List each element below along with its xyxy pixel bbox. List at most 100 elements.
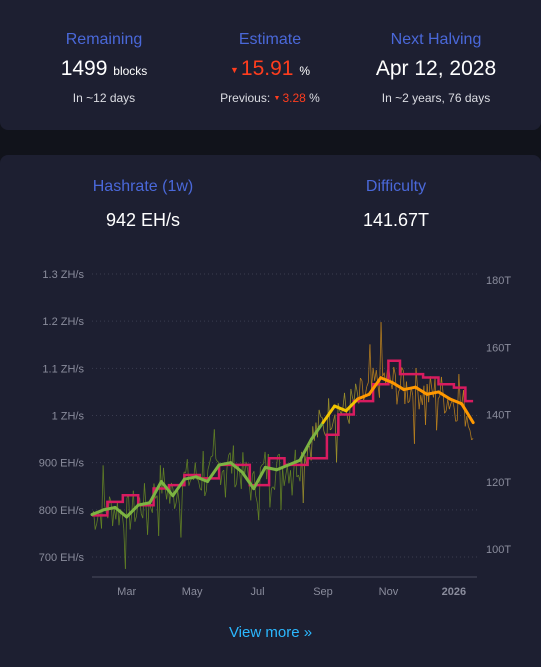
hashrate-daily-segment xyxy=(280,467,283,510)
hashrate-daily-segment xyxy=(350,388,353,398)
hashrate-daily-segment xyxy=(278,454,282,510)
hashrate-daily-segment xyxy=(207,463,210,470)
hashrate-daily-segment xyxy=(302,455,306,503)
hashrate-metric: Hashrate (1w) 942 EH/s xyxy=(58,178,228,231)
hashrate-daily-segment xyxy=(369,344,372,390)
hashrate-daily-segment xyxy=(115,502,118,520)
difficulty-value: 141.67T xyxy=(362,210,430,230)
hashrate-daily-segment xyxy=(285,465,288,476)
hashrate-daily-segment xyxy=(172,488,175,509)
hashrate-daily-segment xyxy=(360,377,363,382)
remaining-unit: blocks xyxy=(113,64,148,78)
hashrate-average-segment xyxy=(125,503,140,519)
y-axis-left-label: 1 ZH/s xyxy=(52,411,85,423)
x-axis-label: Nov xyxy=(379,586,399,598)
hashrate-daily-segment xyxy=(174,502,177,509)
hashrate-daily-segment xyxy=(425,384,428,425)
hashrate-daily-segment xyxy=(331,420,334,429)
hashrate-title: Hashrate (1w) xyxy=(92,178,194,195)
hashrate-average-segment xyxy=(286,458,302,467)
hashrate-daily-segment xyxy=(366,382,369,387)
hashrate-daily-segment xyxy=(413,368,417,444)
hashrate-daily-segment xyxy=(455,420,458,422)
hashrate-average-segment xyxy=(275,463,290,472)
hashrate-average-segment xyxy=(263,465,279,472)
hashrate-daily-segment xyxy=(121,513,125,529)
hashrate-average-segment xyxy=(90,508,106,517)
hashrate-daily-segment xyxy=(394,374,398,405)
hashrate-daily-segment xyxy=(145,505,148,535)
hashrate-daily-segment xyxy=(329,428,333,431)
hashrate-daily-segment xyxy=(317,409,320,438)
hashrate-daily-segment xyxy=(215,458,218,462)
hashrate-daily-segment xyxy=(458,374,461,406)
hashrate-chart-card: Hashrate (1w) 942 EH/s Difficulty 141.67… xyxy=(0,155,541,667)
hashrate-average-segment xyxy=(390,380,406,392)
hashrate-daily-segment xyxy=(202,451,206,497)
hashrate-daily-segment xyxy=(464,416,468,427)
hashrate-daily-segment xyxy=(371,367,374,390)
hashrate-daily-segment xyxy=(401,367,404,371)
view-more-link[interactable]: View more » xyxy=(228,624,313,641)
estimate-value: 15.91 xyxy=(240,57,294,80)
hashrate-value: 942 EH/s xyxy=(105,210,181,230)
x-axis-label: Mar xyxy=(117,586,136,598)
hashrate-daily-segment xyxy=(112,507,115,526)
hashrate-daily-segment xyxy=(301,451,304,503)
hashrate-daily-segment xyxy=(255,495,258,503)
hashrate-daily-segment xyxy=(260,464,263,468)
hashrate-daily-segment xyxy=(102,465,106,506)
hashrate-daily-segment xyxy=(469,430,472,440)
hashrate-daily-segment xyxy=(282,467,285,486)
halving-stats-card: Remaining 1499 blocks In ~12 days Estima… xyxy=(0,0,541,130)
hashrate-average-segment xyxy=(194,475,209,484)
hashrate-daily-segment xyxy=(342,392,345,408)
hashrate-daily-segment xyxy=(393,367,396,376)
hashrate-daily-segment xyxy=(110,501,114,526)
hashrate-daily-segment xyxy=(291,471,295,496)
hashrate-daily-segment xyxy=(177,490,180,504)
hashrate-daily-segment xyxy=(310,426,314,461)
hashrate-average-segment xyxy=(113,505,129,519)
hashrate-daily-segment xyxy=(453,407,457,422)
hashrate-average-segment xyxy=(413,385,429,396)
hashrate-average-segment xyxy=(217,461,233,467)
next-halving-stat: Next Halving Apr 12, 2028 In ~2 years, 7… xyxy=(351,31,521,105)
hashrate-average-segment xyxy=(309,421,325,441)
hashrate-daily-segment xyxy=(124,497,128,569)
hashrate-daily-segment xyxy=(293,449,296,472)
hashrate-average-segment xyxy=(425,390,440,396)
hashrate-daily-segment xyxy=(286,465,290,484)
caret-down-icon: ▼ xyxy=(273,95,281,102)
hashrate-daily-segment xyxy=(261,463,264,466)
remaining-title: Remaining xyxy=(65,31,143,48)
hashrate-daily-segment xyxy=(402,370,406,405)
estimate-value-row: ▼15.91 % xyxy=(185,57,355,81)
hashrate-average-segment xyxy=(379,376,394,384)
difficulty-metric: Difficulty 141.67T xyxy=(311,178,481,231)
hashrate-daily-segment xyxy=(418,395,422,410)
hashrate-daily-segment xyxy=(372,367,376,381)
hashrate-daily-segment xyxy=(142,483,145,519)
hashrate-daily-segment xyxy=(466,416,469,427)
hashrate-daily-segment xyxy=(223,470,226,498)
hashrate-average-segment xyxy=(229,461,244,474)
hashrate-average-segment xyxy=(102,505,117,512)
hashrate-daily-segment xyxy=(220,471,223,485)
hashrate-daily-segment xyxy=(412,395,415,444)
remaining-value-row: 1499 blocks xyxy=(19,57,189,81)
hashrate-daily-segment xyxy=(396,391,399,405)
hashrate-daily-segment xyxy=(209,456,212,464)
hashrate-daily-segment xyxy=(444,410,447,414)
hashrate-daily-segment xyxy=(434,378,438,431)
hashrate-daily-segment xyxy=(225,467,228,498)
hashrate-daily-segment xyxy=(201,451,204,491)
y-axis-right-label: 120T xyxy=(486,477,511,489)
hashrate-daily-segment xyxy=(436,398,439,431)
hashrate-daily-segment xyxy=(355,383,358,392)
hashrate-average-segment xyxy=(182,475,198,481)
hashrate-daily-segment xyxy=(210,455,213,457)
hashrate-daily-segment xyxy=(175,490,179,503)
hashrate-average-segment xyxy=(136,501,152,507)
